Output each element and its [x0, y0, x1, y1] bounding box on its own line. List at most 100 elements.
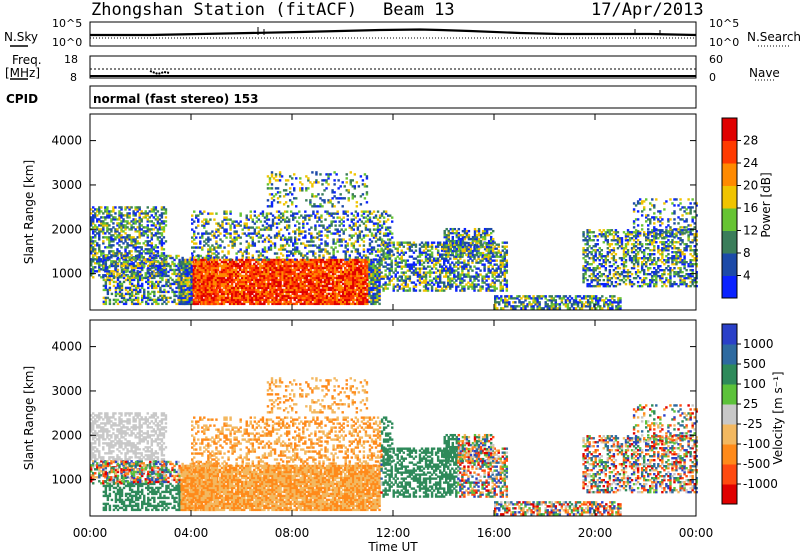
power-cell — [167, 264, 170, 268]
power-cell — [124, 254, 128, 258]
power-cell — [124, 302, 128, 306]
power-cell — [94, 224, 97, 227]
power-cell — [104, 258, 108, 262]
power-cell — [171, 272, 174, 276]
power-cell — [124, 260, 128, 264]
power-cell — [344, 228, 347, 231]
power-cell — [189, 256, 192, 260]
power-cell — [114, 266, 118, 270]
power-cell — [140, 232, 143, 235]
power-cell — [112, 284, 116, 288]
power-cell — [132, 288, 136, 292]
power-cell — [164, 270, 168, 273]
power-cell — [298, 238, 301, 241]
power-cell — [124, 286, 128, 290]
power-cell — [239, 242, 242, 245]
power-cell — [173, 270, 176, 274]
power-cell — [90, 218, 93, 221]
power-cell — [209, 238, 212, 241]
power-cell — [134, 230, 137, 233]
power-cell — [118, 224, 121, 227]
power-cell — [140, 220, 143, 223]
power-cell — [161, 296, 164, 300]
power-cell — [136, 264, 140, 268]
power-cell — [122, 256, 126, 260]
power-cell — [154, 254, 158, 257]
power-cell — [138, 266, 142, 270]
power-cell — [92, 276, 95, 279]
power-cell — [148, 244, 151, 247]
power-cell — [184, 280, 187, 284]
power-cell — [130, 236, 133, 239]
power-cell — [96, 242, 99, 245]
power-cell — [182, 270, 185, 274]
power-cell — [94, 236, 97, 239]
power-cell — [165, 262, 168, 266]
power-cell — [104, 298, 108, 302]
power-cell — [154, 244, 158, 247]
power-cell — [118, 218, 121, 221]
power-cell — [114, 276, 117, 279]
power-cell — [102, 256, 106, 260]
power-cell — [94, 244, 97, 247]
power-cell — [110, 236, 113, 239]
power-cell — [164, 268, 168, 271]
power-cell — [180, 280, 183, 284]
power-cell — [169, 282, 172, 286]
power-cell — [158, 232, 162, 235]
power-cell — [104, 232, 107, 235]
power-cell — [162, 220, 166, 223]
power-cell — [130, 226, 133, 229]
power-cell — [106, 276, 109, 279]
power-cell — [388, 226, 392, 229]
power-cell — [144, 232, 147, 235]
power-cell — [136, 256, 139, 259]
power-cell — [162, 222, 166, 225]
power-cell — [106, 258, 110, 262]
power-cell — [144, 216, 147, 219]
power-cell — [106, 290, 110, 294]
power-cell — [180, 264, 183, 268]
power-cell — [116, 270, 119, 273]
power-cell — [98, 258, 101, 261]
power-cell — [108, 272, 112, 276]
power-cell — [341, 181, 344, 184]
power-cell — [301, 183, 304, 186]
power-cell — [132, 222, 135, 225]
power-cell — [414, 289, 418, 292]
power-cell — [138, 264, 142, 268]
power-cell — [116, 292, 120, 296]
power-cell — [175, 302, 178, 306]
power-cell — [173, 258, 176, 262]
power-cell — [175, 254, 178, 258]
power-cell — [229, 232, 232, 235]
power-cell — [217, 252, 220, 255]
power-cell — [124, 220, 127, 223]
power-cell — [108, 282, 112, 286]
power-cell — [104, 270, 107, 273]
power-cell — [98, 262, 101, 265]
power-cell — [221, 240, 224, 243]
power-cell — [132, 298, 136, 302]
power-cell — [294, 224, 297, 227]
power-cell — [90, 260, 93, 263]
power-cell — [156, 228, 160, 231]
power-cell — [120, 296, 124, 300]
power-cell — [112, 234, 115, 237]
power-cell — [118, 244, 121, 247]
power-cell — [152, 210, 156, 213]
power-cell — [160, 242, 164, 245]
power-cell — [130, 292, 134, 296]
power-cell — [338, 234, 341, 237]
power-cell — [138, 206, 141, 209]
power-cell — [108, 270, 111, 273]
power-cell — [182, 286, 185, 290]
power-cell — [102, 266, 106, 270]
power-cell — [132, 226, 135, 229]
power-cell — [120, 234, 123, 237]
power-cell — [102, 284, 106, 288]
power-cell — [147, 292, 150, 296]
power-cell — [213, 218, 216, 221]
power-cell — [159, 290, 162, 294]
power-cell — [290, 177, 294, 180]
